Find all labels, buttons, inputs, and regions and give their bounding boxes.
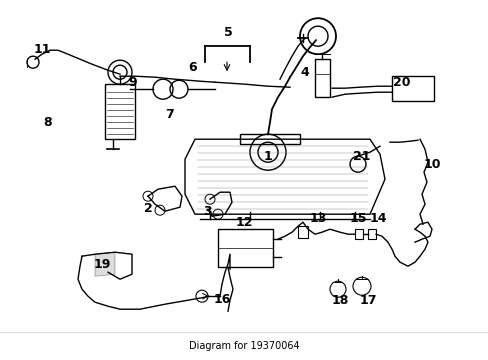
Text: 7: 7: [165, 108, 174, 121]
Polygon shape: [95, 252, 115, 276]
Bar: [314, 59, 329, 97]
Text: 18: 18: [331, 294, 348, 307]
Bar: [367, 229, 375, 239]
Text: 10: 10: [423, 158, 440, 171]
Text: 19: 19: [93, 258, 110, 271]
Text: 14: 14: [368, 212, 386, 225]
Text: 3: 3: [203, 205, 212, 218]
Text: 8: 8: [43, 116, 52, 129]
Text: 1: 1: [263, 150, 272, 163]
Text: 20: 20: [392, 76, 410, 89]
Bar: [297, 226, 307, 238]
Text: 4: 4: [300, 66, 309, 79]
Text: 9: 9: [128, 76, 137, 89]
Text: 16: 16: [213, 293, 230, 306]
Text: 12: 12: [235, 216, 252, 229]
Bar: [391, 76, 433, 101]
Text: 13: 13: [309, 212, 326, 225]
Bar: [218, 229, 272, 267]
Text: 6: 6: [188, 61, 197, 74]
Text: Diagram for 19370064: Diagram for 19370064: [189, 341, 299, 351]
Text: 15: 15: [348, 212, 366, 225]
Text: 2: 2: [143, 202, 152, 215]
Bar: [105, 84, 135, 139]
Text: 17: 17: [359, 294, 376, 307]
Text: 11: 11: [33, 43, 51, 56]
Text: 21: 21: [352, 150, 370, 163]
Bar: [354, 229, 362, 239]
Text: 5: 5: [223, 26, 232, 39]
